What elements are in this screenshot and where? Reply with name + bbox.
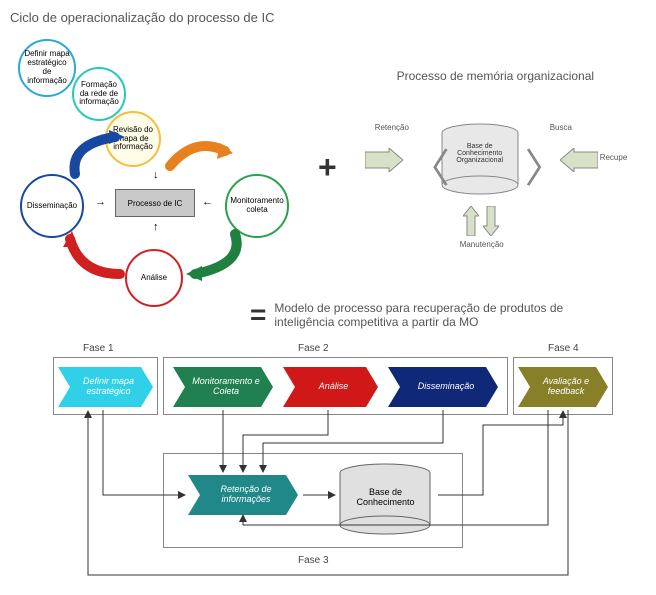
node-definir-mapa: Definir mapa estratégico de informação: [18, 39, 76, 97]
arrow-up-icon: ↑: [153, 221, 159, 233]
bracket-right-icon: 〉: [525, 136, 565, 194]
node-formacao-rede: Formação da rede de informação: [72, 67, 126, 121]
label-manutencao: Manutenção: [460, 240, 504, 249]
cycle-arrow-blue: [65, 129, 130, 184]
mo-process-diagram: Processo de memória organizacional Base …: [345, 29, 646, 309]
arrow-block-left: [365, 148, 403, 172]
cycle-arrow-red: [60, 229, 130, 284]
arrow-block-down: [483, 206, 499, 236]
arrow-block-up: [463, 206, 479, 236]
top-section: Processo de IC ↓ ↑ → ← Definir mapa estr…: [10, 29, 646, 309]
cycle-arrow-green: [180, 229, 250, 284]
arrow-left-icon: ←: [202, 196, 213, 208]
arrow-block-right: [560, 148, 598, 172]
right-title: Processo de memória organizacional: [345, 69, 646, 83]
plus-icon: +: [318, 149, 337, 186]
bottom-model-diagram: Fase 1 Fase 2 Fase 3 Fase 4 Definir mapa…: [28, 335, 628, 595]
arrow-down-icon: ↓: [153, 169, 159, 181]
mo-cylinder-label: Base de Conhecimento Organizacional: [445, 143, 515, 164]
label-retencao: Retenção: [375, 123, 409, 132]
cycle-arrow-orange: [165, 131, 235, 181]
main-title: Ciclo de operacionalização do processo d…: [10, 10, 646, 25]
ic-center-box: Processo de IC: [115, 189, 195, 217]
arrow-right-icon: →: [95, 196, 106, 208]
bracket-left-icon: 〈: [410, 136, 450, 194]
connector-lines: [28, 335, 628, 585]
label-busca: Busca: [550, 123, 572, 132]
label-recupe: Recupe: [600, 153, 628, 162]
node-analise: Análise: [125, 249, 183, 307]
ic-cycle-diagram: Processo de IC ↓ ↑ → ← Definir mapa estr…: [10, 29, 310, 309]
